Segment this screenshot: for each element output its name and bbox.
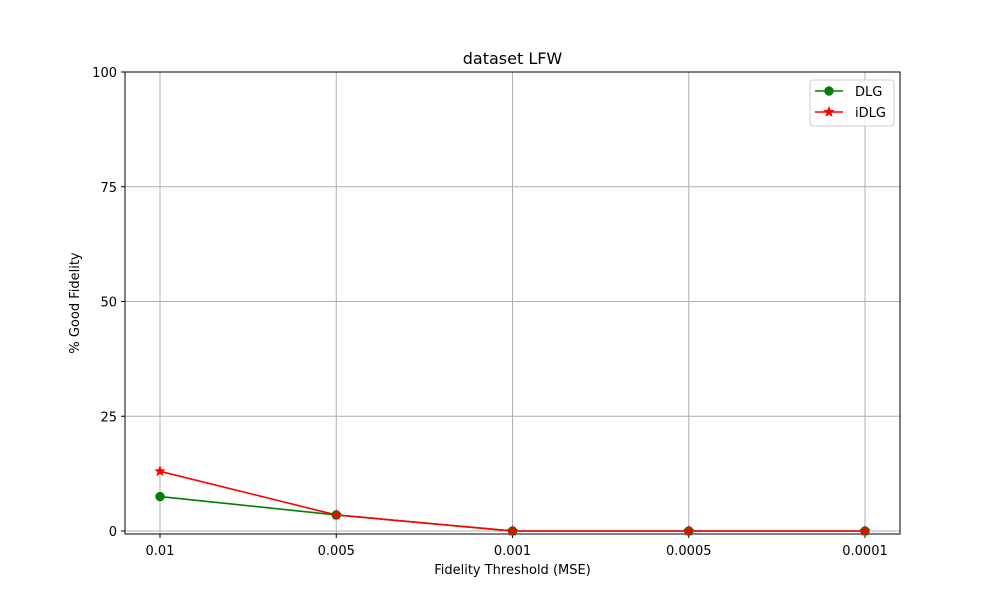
x-tick-label: 0.0005 xyxy=(666,544,712,559)
x-tick-label: 0.005 xyxy=(318,544,355,559)
y-tick-label: 0 xyxy=(109,525,117,540)
legend: DLG iDLG xyxy=(809,79,895,127)
legend-item-dlg: DLG xyxy=(815,85,882,100)
y-axis-ticks: 0 25 50 75 100 xyxy=(92,66,125,540)
y-tick-label: 50 xyxy=(100,296,117,311)
legend-item-idlg: iDLG xyxy=(815,105,886,121)
legend-items: DLG iDLG xyxy=(815,85,886,121)
legend-marker-dlg xyxy=(824,86,834,96)
y-tick-label: 25 xyxy=(100,410,117,425)
legend-label-dlg: DLG xyxy=(855,85,882,100)
data-point-idlg xyxy=(154,465,166,477)
series-layer xyxy=(154,465,871,537)
y-axis-label: % Good Fidelity xyxy=(68,252,83,354)
y-tick-label: 100 xyxy=(92,66,117,81)
data-point-idlg xyxy=(682,524,695,537)
data-point-idlg xyxy=(859,524,871,537)
chart-title: dataset LFW xyxy=(463,49,563,68)
x-tick-label: 0.01 xyxy=(146,544,175,559)
data-point-idlg xyxy=(506,524,519,537)
x-axis-label: Fidelity Threshold (MSE) xyxy=(434,563,591,578)
legend-label-idlg: iDLG xyxy=(855,106,886,121)
data-point-idlg xyxy=(330,508,343,520)
series-idlg xyxy=(154,465,871,537)
x-axis-ticks: 0.01 0.005 0.001 0.0005 0.0001 xyxy=(146,534,888,559)
grid-lines xyxy=(125,71,900,534)
y-tick-label: 75 xyxy=(100,181,117,196)
legend-marker-idlg xyxy=(823,105,835,118)
x-tick-label: 0.001 xyxy=(494,544,531,559)
data-point-dlg xyxy=(155,491,165,502)
x-tick-label: 0.0001 xyxy=(842,544,888,559)
